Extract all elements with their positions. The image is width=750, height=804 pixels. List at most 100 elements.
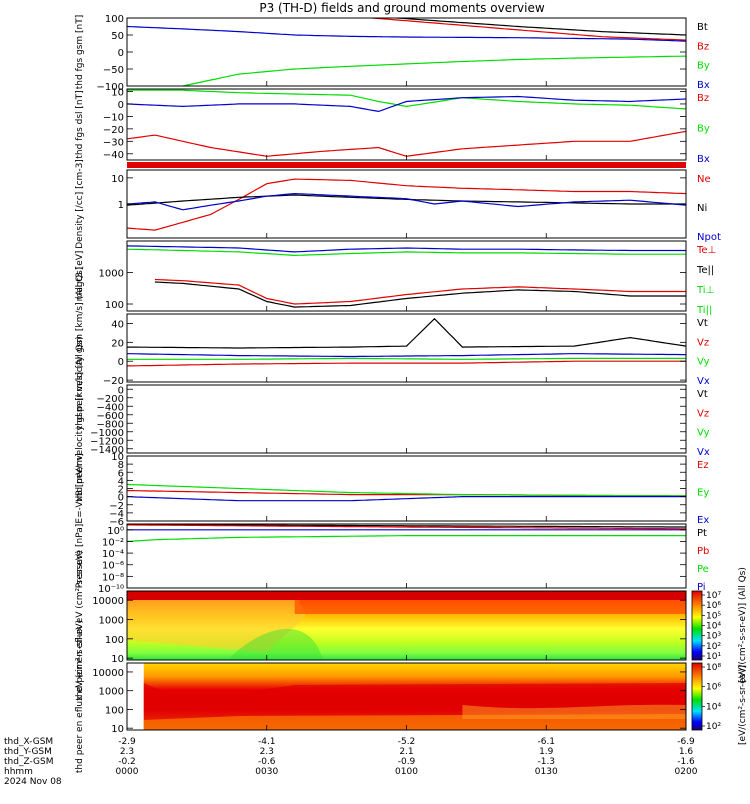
y-tick-label: −600 — [97, 411, 124, 422]
series-group — [127, 524, 686, 543]
y-tick-label: −1200 — [90, 436, 124, 447]
ephemeris-value: 1.6 — [679, 747, 694, 757]
colorbar-tick-label: 10⁵ — [706, 611, 721, 621]
ephemeris-value: -1.6 — [677, 757, 695, 767]
legend-label: Vx — [697, 376, 710, 387]
series-line-Bz — [127, 130, 686, 157]
panel-10: 10⁸ 10⁶ 10⁴ 10² 10000 1000 100 10 thd peer en ef… — [75, 620, 721, 773]
ephemeris-value: 0200 — [675, 767, 698, 777]
y-tick-label: −10 — [103, 112, 124, 123]
legend-label: Bz — [697, 93, 709, 104]
y-tick-label: 0 — [118, 357, 124, 368]
y-tick-label: 0 — [118, 100, 124, 111]
legend-label: By — [697, 124, 710, 135]
y-tick-label: −400 — [97, 402, 124, 413]
y-tick-label: 1 — [118, 200, 124, 211]
legend-label: Vy — [697, 428, 710, 439]
y-tick-label: 100 — [105, 635, 124, 646]
y-tick-label: 100 — [105, 705, 124, 716]
legend-label: Ne — [697, 174, 711, 185]
series-line-Ni — [127, 194, 686, 206]
y-tick-label: 10 — [111, 452, 124, 463]
ephemeris-value: 0000 — [116, 767, 139, 777]
y-axis-label: thd fgs dsl [nT] — [75, 90, 85, 158]
ephemeris-value: -0.6 — [258, 757, 276, 767]
y-tick-label: 40 — [111, 319, 124, 330]
spectrogram-feature — [462, 704, 686, 719]
ephemeris-value: 2.1 — [399, 747, 413, 757]
series-line-Ey — [127, 483, 686, 497]
y-tick-label: −1000 — [90, 428, 124, 439]
series-line-Te⊥ — [154, 278, 686, 305]
y-tick-label: 2 — [118, 485, 124, 496]
ephemeris-value: 1.9 — [539, 747, 554, 757]
series-line-Npot — [127, 192, 686, 211]
y-tick-label: 10000 — [92, 668, 124, 679]
ephemeris-value: -6.9 — [677, 737, 695, 747]
y-tick-label: 1000 — [99, 687, 124, 698]
series-group — [127, 89, 686, 157]
colorbar-units-bottom: [eV/(cm²-s-sr-eV)] — [738, 665, 748, 745]
y-tick-label: 50 — [111, 31, 124, 42]
y-tick-label: 10⁰ — [107, 526, 124, 537]
y-tick-label: −20 — [103, 376, 124, 387]
colorbar-tick-label: 10⁸ — [706, 663, 721, 673]
spectrogram-feature — [127, 591, 306, 652]
panel-1: Bt Bz By Bx 100 50 0 −50 −100 thd fgs gsm [nT] — [75, 14, 710, 93]
y-tick-label: −20 — [103, 125, 124, 136]
legend-label: Vz — [697, 337, 709, 348]
y-tick-label: 1000 — [99, 616, 124, 627]
separator-band — [127, 162, 686, 168]
legend-label: Bz — [697, 41, 709, 52]
ephemeris-label: hhmm — [4, 767, 33, 777]
ephemeris-value: -0.2 — [118, 757, 136, 767]
colorbar-tick-label: 10⁶ — [706, 601, 721, 611]
y-tick-label: 4 — [118, 476, 124, 487]
series-line-Ti|| — [127, 248, 686, 257]
y-axis-label: thd peir velocity gsm [km/s] (All Qs) — [75, 267, 85, 430]
ephemeris-label: thd_Z-GSM — [4, 757, 53, 767]
colorbar — [691, 590, 703, 661]
colorbar-tick-label: 10⁶ — [706, 683, 721, 693]
series-line-Te|| — [154, 281, 686, 308]
y-tick-label: 10⁻¹⁰ — [98, 584, 124, 595]
y-tick-label: −30 — [103, 137, 124, 148]
legend-label: Ti⊥ — [696, 285, 714, 296]
ephemeris-value: 0100 — [395, 767, 418, 777]
series-line-Bx — [127, 25, 686, 42]
series-line-By — [182, 55, 686, 86]
spectrogram-gap — [127, 663, 144, 730]
y-tick-label: −100 — [97, 82, 124, 93]
colorbar-tick-label: 10⁴ — [706, 702, 721, 712]
y-tick-label: 10⁻⁴ — [102, 549, 124, 560]
series-group — [127, 317, 686, 367]
series-line-Ne — [127, 178, 686, 231]
ephemeris-value: -2.9 — [118, 737, 136, 747]
y-tick-label: 10000 — [92, 596, 124, 607]
series-line-Bt — [389, 18, 686, 36]
spectrogram-feature — [294, 600, 686, 614]
legend-label: Vt — [697, 318, 708, 329]
panel-frame — [126, 88, 687, 161]
y-tick-label: −1400 — [90, 445, 124, 456]
ephemeris-value: -6.1 — [537, 737, 555, 747]
spectrogram — [127, 591, 686, 660]
legend-label: Vt — [697, 389, 708, 400]
y-tick-label: 10 — [111, 174, 124, 185]
y-tick-label: 10 — [111, 724, 124, 735]
spectrogram-feature — [227, 628, 323, 660]
y-tick-label: −4 — [109, 509, 124, 520]
legend-label: Npot — [697, 232, 721, 243]
series-line-Pe — [127, 534, 686, 543]
ephemeris-label: thd_Y-GSM — [4, 747, 52, 757]
legend-label: Bt — [697, 22, 708, 33]
colorbar-tick-label: 10² — [706, 722, 721, 732]
colorbar-tick-label: 10⁴ — [706, 622, 721, 632]
ephemeris-value: 2.3 — [120, 747, 134, 757]
legend-label: Te|| — [696, 265, 714, 276]
